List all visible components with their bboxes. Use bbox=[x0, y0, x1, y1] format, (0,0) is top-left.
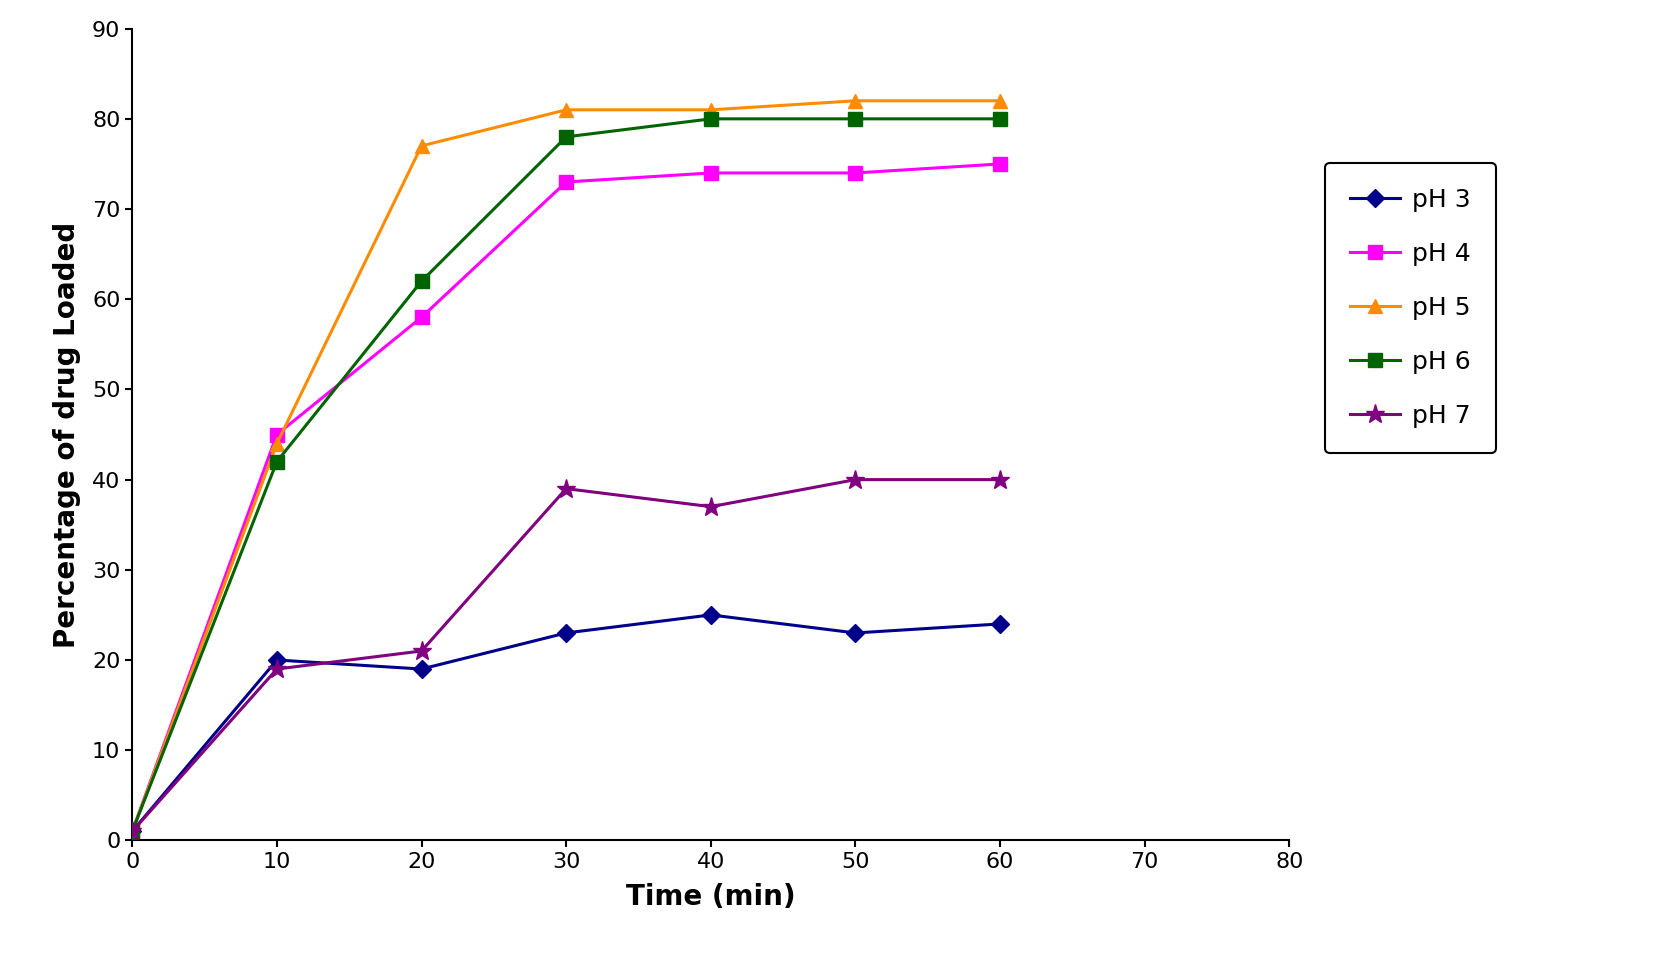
pH 3 bbox=[990, 618, 1010, 629]
pH 4 bbox=[412, 311, 431, 323]
pH 4 bbox=[701, 167, 721, 179]
Legend: pH 3, pH 4, pH 5, pH 6, pH 7: pH 3, pH 4, pH 5, pH 6, pH 7 bbox=[1326, 163, 1496, 453]
pH 4 bbox=[990, 159, 1010, 170]
pH 5 bbox=[268, 437, 288, 449]
pH 5 bbox=[122, 826, 142, 838]
X-axis label: Time (min): Time (min) bbox=[626, 883, 795, 911]
pH 5 bbox=[990, 96, 1010, 107]
pH 7 bbox=[701, 501, 721, 513]
pH 6 bbox=[990, 113, 1010, 124]
Line: pH 4: pH 4 bbox=[126, 157, 1007, 838]
Line: pH 6: pH 6 bbox=[126, 112, 1007, 838]
pH 7 bbox=[122, 826, 142, 838]
pH 7 bbox=[990, 474, 1010, 485]
Line: pH 7: pH 7 bbox=[122, 470, 1010, 841]
pH 3 bbox=[846, 627, 866, 639]
pH 7 bbox=[412, 646, 431, 657]
pH 6 bbox=[846, 113, 866, 124]
pH 7 bbox=[268, 664, 288, 675]
pH 6 bbox=[412, 275, 431, 286]
pH 4 bbox=[846, 167, 866, 179]
Line: pH 5: pH 5 bbox=[126, 94, 1007, 838]
pH 7 bbox=[846, 474, 866, 485]
pH 5 bbox=[846, 96, 866, 107]
pH 4 bbox=[122, 826, 142, 838]
pH 4 bbox=[557, 177, 577, 188]
pH 5 bbox=[412, 140, 431, 152]
pH 6 bbox=[268, 456, 288, 467]
pH 5 bbox=[701, 104, 721, 116]
pH 3 bbox=[557, 627, 577, 639]
pH 6 bbox=[701, 113, 721, 124]
pH 3 bbox=[412, 664, 431, 675]
pH 3 bbox=[122, 826, 142, 838]
pH 7 bbox=[557, 483, 577, 495]
pH 6 bbox=[122, 826, 142, 838]
Y-axis label: Percentage of drug Loaded: Percentage of drug Loaded bbox=[53, 222, 81, 647]
pH 5 bbox=[557, 104, 577, 116]
pH 3 bbox=[268, 654, 288, 666]
pH 6 bbox=[557, 131, 577, 142]
pH 4 bbox=[268, 429, 288, 440]
Line: pH 3: pH 3 bbox=[126, 608, 1007, 838]
pH 3 bbox=[701, 609, 721, 621]
